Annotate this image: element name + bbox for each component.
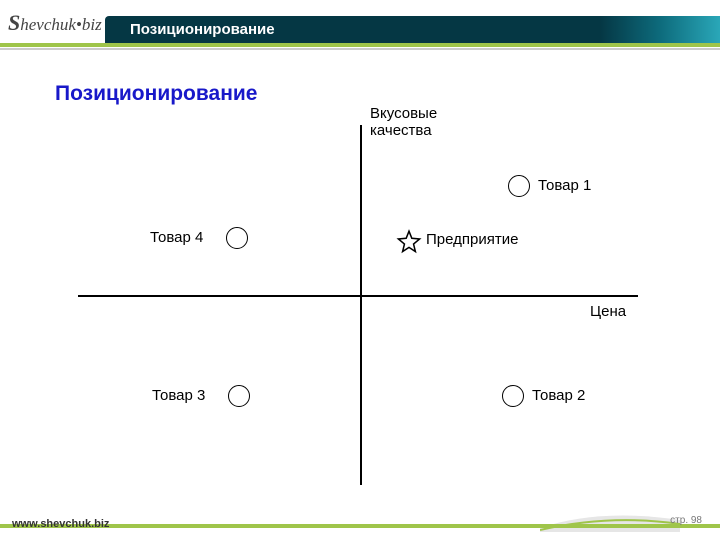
circle-marker <box>508 175 530 197</box>
star-marker <box>396 229 422 255</box>
logo-text: hevchuk•biz <box>20 15 101 34</box>
point-label: Товар 1 <box>538 177 591 194</box>
point-label: Товар 2 <box>532 387 585 404</box>
title-band: Позиционирование <box>105 16 720 44</box>
header-green-stripe <box>0 43 720 47</box>
circle-marker <box>226 227 248 249</box>
x-axis-label: Цена <box>590 303 626 320</box>
circle-marker <box>228 385 250 407</box>
point-label: Товар 3 <box>152 387 205 404</box>
logo: Shevchuk•biz <box>8 10 102 36</box>
y-axis-label: Вкусовые качества <box>370 105 437 139</box>
header: Shevchuk•biz Позиционирование <box>0 8 720 48</box>
positioning-chart: Вкусовые качества Цена Товар 1 Товар 2 Товар… <box>78 105 638 485</box>
footer-page: стр. 98 <box>670 515 702 526</box>
point-label: Товар 4 <box>150 229 203 246</box>
page-title: Позиционирование <box>130 21 275 38</box>
y-axis <box>360 125 362 485</box>
x-axis <box>78 295 638 297</box>
footer: www.shevchuk.biz стр. 98 <box>0 512 720 540</box>
circle-marker <box>502 385 524 407</box>
subtitle: Позиционирование <box>55 82 257 106</box>
title-band-gradient <box>600 16 720 44</box>
point-label: Предприятие <box>426 231 518 248</box>
footer-url: www.shevchuk.biz <box>12 518 109 530</box>
header-thin-lines <box>0 48 720 50</box>
